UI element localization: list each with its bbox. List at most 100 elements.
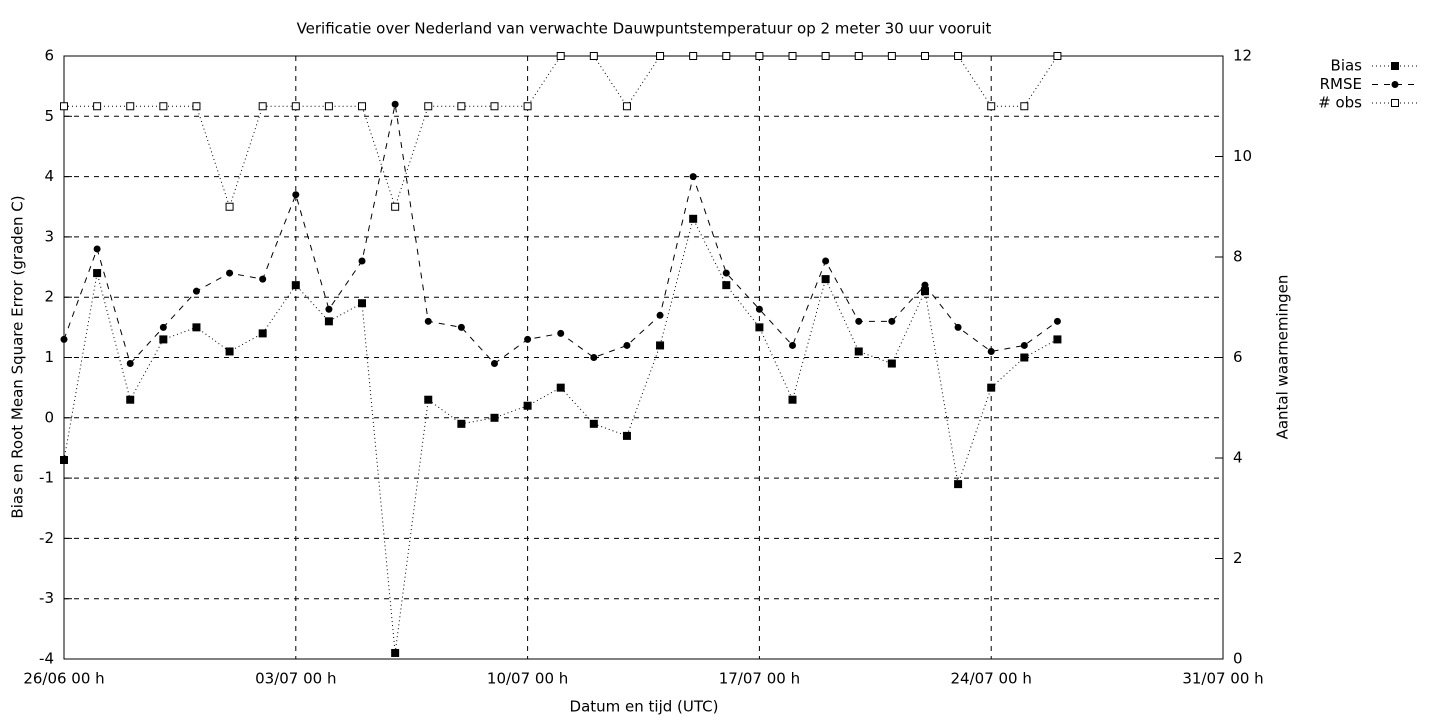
point <box>622 431 631 440</box>
point <box>920 287 929 296</box>
point <box>755 305 763 313</box>
point <box>722 52 731 60</box>
legend-marker <box>1391 81 1399 88</box>
point <box>358 257 366 265</box>
point <box>291 281 300 290</box>
point <box>192 287 200 295</box>
point <box>424 317 432 325</box>
legend-label: Bias <box>1331 57 1363 75</box>
point <box>722 269 730 277</box>
y2-tick-label: 12 <box>1233 47 1252 65</box>
y-tick-label: 5 <box>44 107 54 125</box>
point <box>888 317 896 325</box>
point <box>60 456 68 465</box>
point <box>391 100 399 108</box>
point <box>689 214 698 223</box>
y-tick-label: -1 <box>39 469 54 487</box>
point <box>822 257 830 265</box>
point <box>589 52 598 60</box>
y2-tick-label: 10 <box>1233 147 1252 165</box>
point <box>226 269 234 277</box>
point <box>954 323 962 331</box>
point <box>325 305 333 313</box>
point <box>821 275 830 284</box>
point <box>1053 52 1062 60</box>
point <box>292 191 300 199</box>
point <box>291 102 300 111</box>
y-tick-label: -3 <box>39 589 54 607</box>
point <box>457 419 466 428</box>
point <box>854 52 863 60</box>
y-tick-label: -4 <box>39 650 54 668</box>
series-line <box>64 55 1058 209</box>
point <box>159 323 167 331</box>
y-axis-label: Bias en Root Mean Square Error (graden C… <box>9 195 27 518</box>
point <box>60 335 68 343</box>
x-tick-label: 24/07 00 h <box>951 670 1032 688</box>
y-tick-label: 3 <box>44 227 54 245</box>
y2-tick-label: 2 <box>1233 549 1243 567</box>
point <box>490 102 499 111</box>
point <box>93 102 102 111</box>
series-line <box>63 217 1058 654</box>
point <box>987 102 996 111</box>
point <box>987 383 996 392</box>
point <box>788 52 797 60</box>
point <box>192 323 201 332</box>
point <box>821 52 830 60</box>
point <box>954 52 963 60</box>
legend-label: RMSE <box>1320 75 1362 93</box>
point <box>921 281 929 289</box>
y2-axis-label: Aantal waarnemingen <box>1274 275 1292 440</box>
legend-marker <box>1391 62 1399 70</box>
point <box>755 52 764 60</box>
point <box>656 341 665 350</box>
point <box>920 52 929 60</box>
point <box>556 52 565 60</box>
point <box>159 102 168 111</box>
point <box>954 480 963 489</box>
point <box>225 202 234 211</box>
point <box>225 347 234 356</box>
point <box>258 102 267 111</box>
legend-label: # obs <box>1318 94 1362 112</box>
legend-marker <box>1391 99 1399 107</box>
point <box>1053 335 1062 344</box>
point <box>93 269 102 278</box>
point <box>490 413 499 422</box>
point <box>457 102 466 111</box>
point <box>788 395 797 404</box>
point <box>1053 317 1061 325</box>
chart-title: Verificatie over Nederland van verwachte… <box>297 20 992 38</box>
point <box>126 360 134 368</box>
point <box>589 419 598 428</box>
point <box>755 323 764 332</box>
point <box>93 245 101 253</box>
point <box>557 329 565 337</box>
point <box>523 102 532 111</box>
point <box>358 299 367 308</box>
point <box>126 395 135 404</box>
point <box>424 102 433 111</box>
point <box>855 317 863 325</box>
point <box>258 329 267 338</box>
point <box>722 281 731 290</box>
y-tick-label: 0 <box>44 408 54 426</box>
point <box>854 347 863 356</box>
x-tick-label: 10/07 00 h <box>487 670 568 688</box>
point <box>556 383 565 392</box>
point <box>1020 353 1029 362</box>
y-tick-label: -2 <box>39 529 54 547</box>
y-tick-label: 2 <box>44 288 54 306</box>
x-tick-label: 03/07 00 h <box>255 670 336 688</box>
point <box>887 52 896 60</box>
point <box>1020 341 1028 349</box>
point <box>126 102 135 111</box>
point <box>391 202 400 211</box>
series-line <box>63 104 1058 365</box>
point <box>623 341 631 349</box>
point <box>656 52 665 60</box>
point <box>689 52 698 60</box>
point <box>358 102 367 111</box>
